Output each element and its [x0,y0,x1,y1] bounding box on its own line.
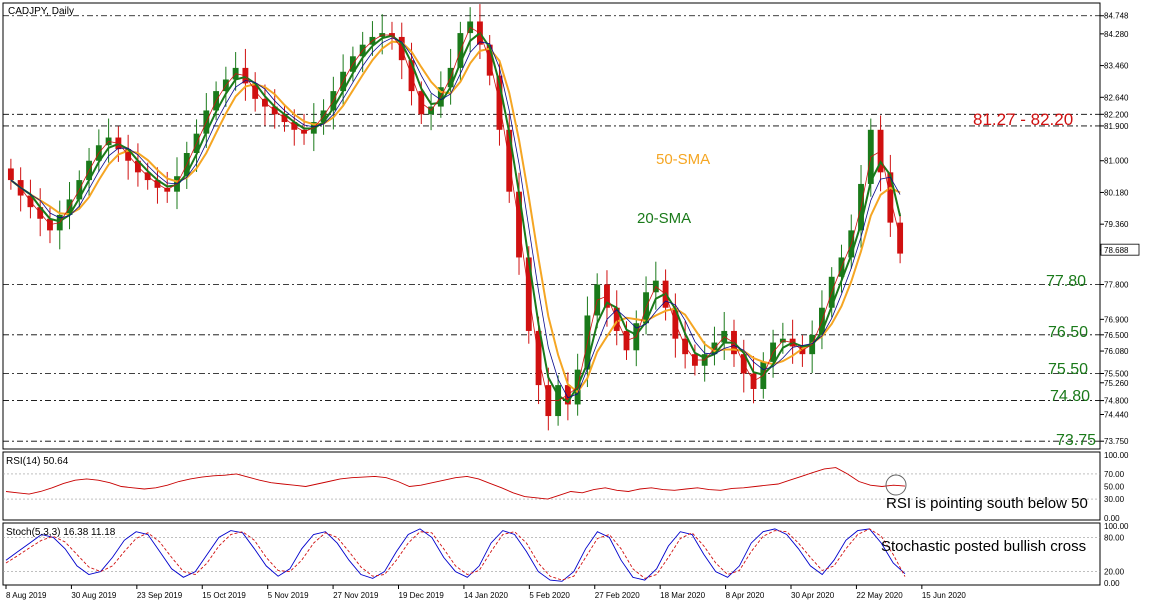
y-tick-label: 81.900 [1104,122,1129,131]
stoch-tick-label: 80.00 [1104,533,1125,542]
stoch-tick-label: 20.00 [1104,568,1125,577]
x-tick-label: 5 Feb 2020 [529,591,570,600]
y-tick-label: 79.360 [1104,220,1129,229]
rsi-pane-frame [2,451,1101,521]
x-tick-label: 8 Aug 2019 [6,591,47,600]
current-price-box [1100,243,1140,256]
stoch-d-line [5,528,906,581]
y-tick-label: 82.640 [1104,93,1129,102]
y-tick-label: 76.080 [1104,347,1129,356]
y-tick-label: 74.440 [1104,411,1129,420]
y-tick-label: 83.460 [1104,62,1129,71]
kijun-line [10,37,901,399]
y-tick-label: 84.280 [1104,30,1129,39]
x-tick-label: 30 Apr 2020 [791,591,835,600]
current-price-label: 78.688 [1104,246,1129,255]
sma20-label: 20-SMA [637,210,691,227]
zone-label: 81.27 - 82.20 [973,110,1073,129]
stoch-title: Stoch(5,3,3) 16.38 11.18 [6,527,116,538]
x-tick-label: 27 Nov 2019 [333,591,379,600]
stoch-tick-label: 100.00 [1104,522,1129,531]
stoch-plot-layer [3,528,1100,582]
level-label-76-50: 76.50 [1048,324,1088,341]
rsi-tick-label: 70.00 [1104,470,1125,479]
axis-layer: 84.748 84.280 83.460 82.640 82.200 81.900 81.0… [5,12,1140,600]
x-tick-label: 22 May 2020 [856,591,903,600]
rsi-highlight-circle [885,474,907,496]
tenkan-line [10,26,901,401]
sma50-line [10,40,901,394]
y-tick-label: 75.500 [1104,370,1129,379]
x-tick-label: 18 Mar 2020 [660,591,705,600]
x-tick-label: 15 Oct 2019 [202,591,246,600]
y-tick-label: 75.260 [1104,379,1129,388]
stoch-k-line [5,528,906,582]
y-tick-label: 74.800 [1104,397,1129,406]
sma50-label: 50-SMA [656,151,710,168]
y-tick-label: 77.800 [1104,281,1129,290]
sma20-line [10,31,902,404]
y-tick-label: 80.180 [1104,188,1129,197]
y-tick-label: 82.200 [1104,110,1129,119]
candle-body [897,222,904,254]
x-tick-label: 19 Dec 2019 [399,591,445,600]
stoch-pane-frame [2,522,1101,586]
x-tick-label: 15 Jun 2020 [922,591,967,600]
chart-title: CADJPY, Daily [8,6,74,17]
stoch-annotation: Stochastic posted bullish cross [881,538,1086,555]
level-label-74-80: 74.80 [1050,388,1090,405]
y-tick-label: 76.900 [1104,315,1129,324]
level-label-77-80: 77.80 [1046,273,1086,290]
rsi-tick-label: 30.00 [1104,495,1125,504]
main-pane-frame [2,2,1101,450]
stoch-tick-label: 0.00 [1104,579,1120,588]
rsi-annotation: RSI is pointing south below 50 [886,495,1088,512]
y-tick-label: 73.750 [1104,437,1129,446]
rsi-tick-label: 50.00 [1104,483,1125,492]
x-tick-label: 8 Apr 2020 [726,591,765,600]
rsi-tick-label: 100.00 [1104,451,1129,460]
main-plot-layer [3,4,1100,442]
y-tick-label: 76.500 [1104,331,1129,340]
x-tick-label: 27 Feb 2020 [595,591,640,600]
candle-body [7,168,14,181]
x-tick-label: 5 Nov 2019 [268,591,309,600]
level-label-75-50: 75.50 [1048,361,1088,378]
rsi-line [5,467,906,500]
x-tick-label: 23 Sep 2019 [137,591,183,600]
rsi-title: RSI(14) 50.64 [6,456,69,467]
level-label-73-75: 73.75 [1056,432,1096,449]
y-tick-label: 81.000 [1104,157,1129,166]
y-tick-label: 84.748 [1104,12,1129,21]
rsi-tick-label: 0.00 [1104,514,1120,523]
rsi-plot-layer [3,467,1100,500]
x-tick-label: 30 Aug 2019 [71,591,116,600]
x-tick-label: 14 Jan 2020 [464,591,509,600]
